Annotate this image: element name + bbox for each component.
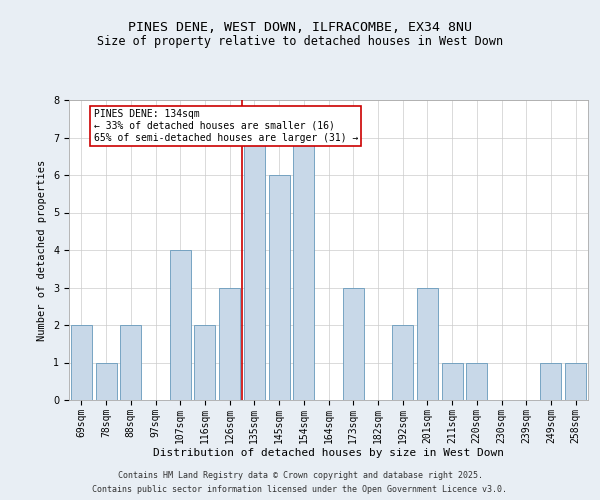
Bar — [293, 138, 314, 400]
Y-axis label: Number of detached properties: Number of detached properties — [37, 160, 47, 340]
Bar — [71, 325, 92, 400]
X-axis label: Distribution of detached houses by size in West Down: Distribution of detached houses by size … — [153, 448, 504, 458]
Text: Size of property relative to detached houses in West Down: Size of property relative to detached ho… — [97, 34, 503, 48]
Bar — [269, 175, 290, 400]
Bar — [417, 288, 438, 400]
Bar — [219, 288, 240, 400]
Bar — [194, 325, 215, 400]
Bar — [244, 138, 265, 400]
Bar — [170, 250, 191, 400]
Bar — [343, 288, 364, 400]
Bar — [120, 325, 141, 400]
Text: PINES DENE: 134sqm
← 33% of detached houses are smaller (16)
65% of semi-detache: PINES DENE: 134sqm ← 33% of detached hou… — [94, 110, 358, 142]
Bar — [442, 362, 463, 400]
Bar — [565, 362, 586, 400]
Bar — [466, 362, 487, 400]
Bar — [392, 325, 413, 400]
Text: Contains public sector information licensed under the Open Government Licence v3: Contains public sector information licen… — [92, 484, 508, 494]
Text: Contains HM Land Registry data © Crown copyright and database right 2025.: Contains HM Land Registry data © Crown c… — [118, 472, 482, 480]
Text: PINES DENE, WEST DOWN, ILFRACOMBE, EX34 8NU: PINES DENE, WEST DOWN, ILFRACOMBE, EX34 … — [128, 21, 472, 34]
Bar — [95, 362, 116, 400]
Bar — [541, 362, 562, 400]
